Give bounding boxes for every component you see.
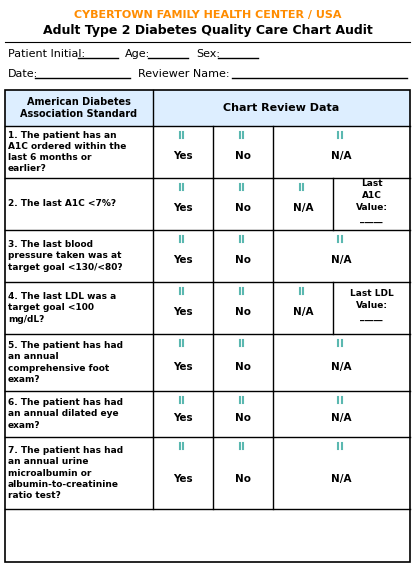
Text: N/A: N/A [331, 362, 352, 372]
Text: No: No [235, 413, 251, 422]
Bar [5, 90, 410, 562]
Text: 3. The last blood
pressure taken was at
target goal <130/<80?: 3. The last blood pressure taken was at … [8, 240, 122, 272]
Text: N/A: N/A [331, 151, 352, 161]
Text: N/A: N/A [331, 255, 352, 265]
Text: Date:: Date: [8, 69, 38, 79]
Text: No: No [235, 362, 251, 372]
Text: 5. The patient has had
an annual
comprehensive foot
exam?: 5. The patient has had an annual compreh… [8, 341, 123, 384]
Text: Adult Type 2 Diabetes Quality Care Chart Audit: Adult Type 2 Diabetes Quality Care Chart… [43, 24, 372, 37]
Text: 7. The patient has had
an annual urine
microalbumin or
albumin-to-creatinine
rat: 7. The patient has had an annual urine m… [8, 446, 123, 500]
Bar [5, 90, 410, 126]
Text: N/A: N/A [293, 307, 313, 317]
Text: Yes: Yes [173, 362, 193, 372]
Text: 4. The last LDL was a
target goal <100
mg/dL?: 4. The last LDL was a target goal <100 m… [8, 293, 116, 324]
Text: Sex:: Sex: [196, 49, 220, 59]
Text: No: No [235, 151, 251, 161]
Text: No: No [235, 474, 251, 484]
Text: Yes: Yes [173, 151, 193, 161]
Text: Last LDL
Value:
_____: Last LDL Value: _____ [349, 289, 393, 321]
Text: 2. The last A1C <7%?: 2. The last A1C <7%? [8, 200, 116, 209]
Text: N/A: N/A [331, 413, 352, 422]
Text: 6. The patient has had
an annual dilated eye
exam?: 6. The patient has had an annual dilated… [8, 399, 123, 430]
Text: Yes: Yes [173, 474, 193, 484]
Text: Yes: Yes [173, 413, 193, 422]
Text: American Diabetes
Association Standard: American Diabetes Association Standard [20, 97, 137, 119]
Text: Yes: Yes [173, 307, 193, 317]
Text: Yes: Yes [173, 255, 193, 265]
Text: CYBERTOWN FAMILY HEALTH CENTER / USA: CYBERTOWN FAMILY HEALTH CENTER / USA [74, 10, 341, 20]
Text: No: No [235, 255, 251, 265]
Text: No: No [235, 307, 251, 317]
Text: Patient Initial:: Patient Initial: [8, 49, 85, 59]
Text: N/A: N/A [331, 474, 352, 484]
Text: Age:: Age: [125, 49, 150, 59]
Text: 1. The patient has an
A1C ordered within the
last 6 months or
earlier?: 1. The patient has an A1C ordered within… [8, 131, 127, 173]
Text: Reviewer Name:: Reviewer Name: [138, 69, 229, 79]
Text: Chart Review Data: Chart Review Data [223, 103, 339, 113]
Text: N/A: N/A [293, 203, 313, 213]
Text: Yes: Yes [173, 203, 193, 213]
Text: Last
A1C
Value:
_____: Last A1C Value: _____ [356, 179, 388, 223]
Text: No: No [235, 203, 251, 213]
